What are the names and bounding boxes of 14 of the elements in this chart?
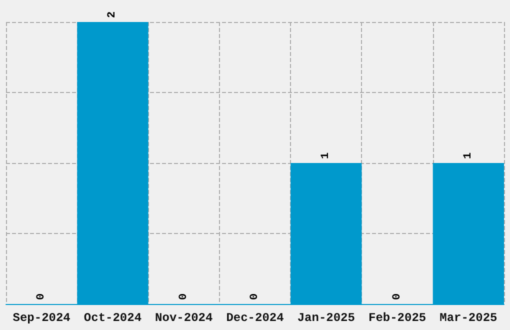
data-label: 0 xyxy=(391,293,404,300)
data-label: 2 xyxy=(106,11,119,18)
data-label: 1 xyxy=(462,152,474,159)
data-label: 0 xyxy=(36,293,48,300)
x-tick-label: Jan-2025 xyxy=(297,311,355,325)
x-tick-label: Oct-2024 xyxy=(84,311,142,325)
x-tick-label: Sep-2024 xyxy=(12,311,70,325)
data-label: 0 xyxy=(249,293,261,300)
x-tick-label: Dec-2024 xyxy=(226,311,284,325)
x-tick-label: Nov-2024 xyxy=(155,311,213,325)
x-tick-label: Feb-2025 xyxy=(368,311,426,325)
data-label: 1 xyxy=(320,152,332,159)
data-label: 0 xyxy=(178,293,190,300)
x-tick-label: Mar-2025 xyxy=(440,311,498,325)
